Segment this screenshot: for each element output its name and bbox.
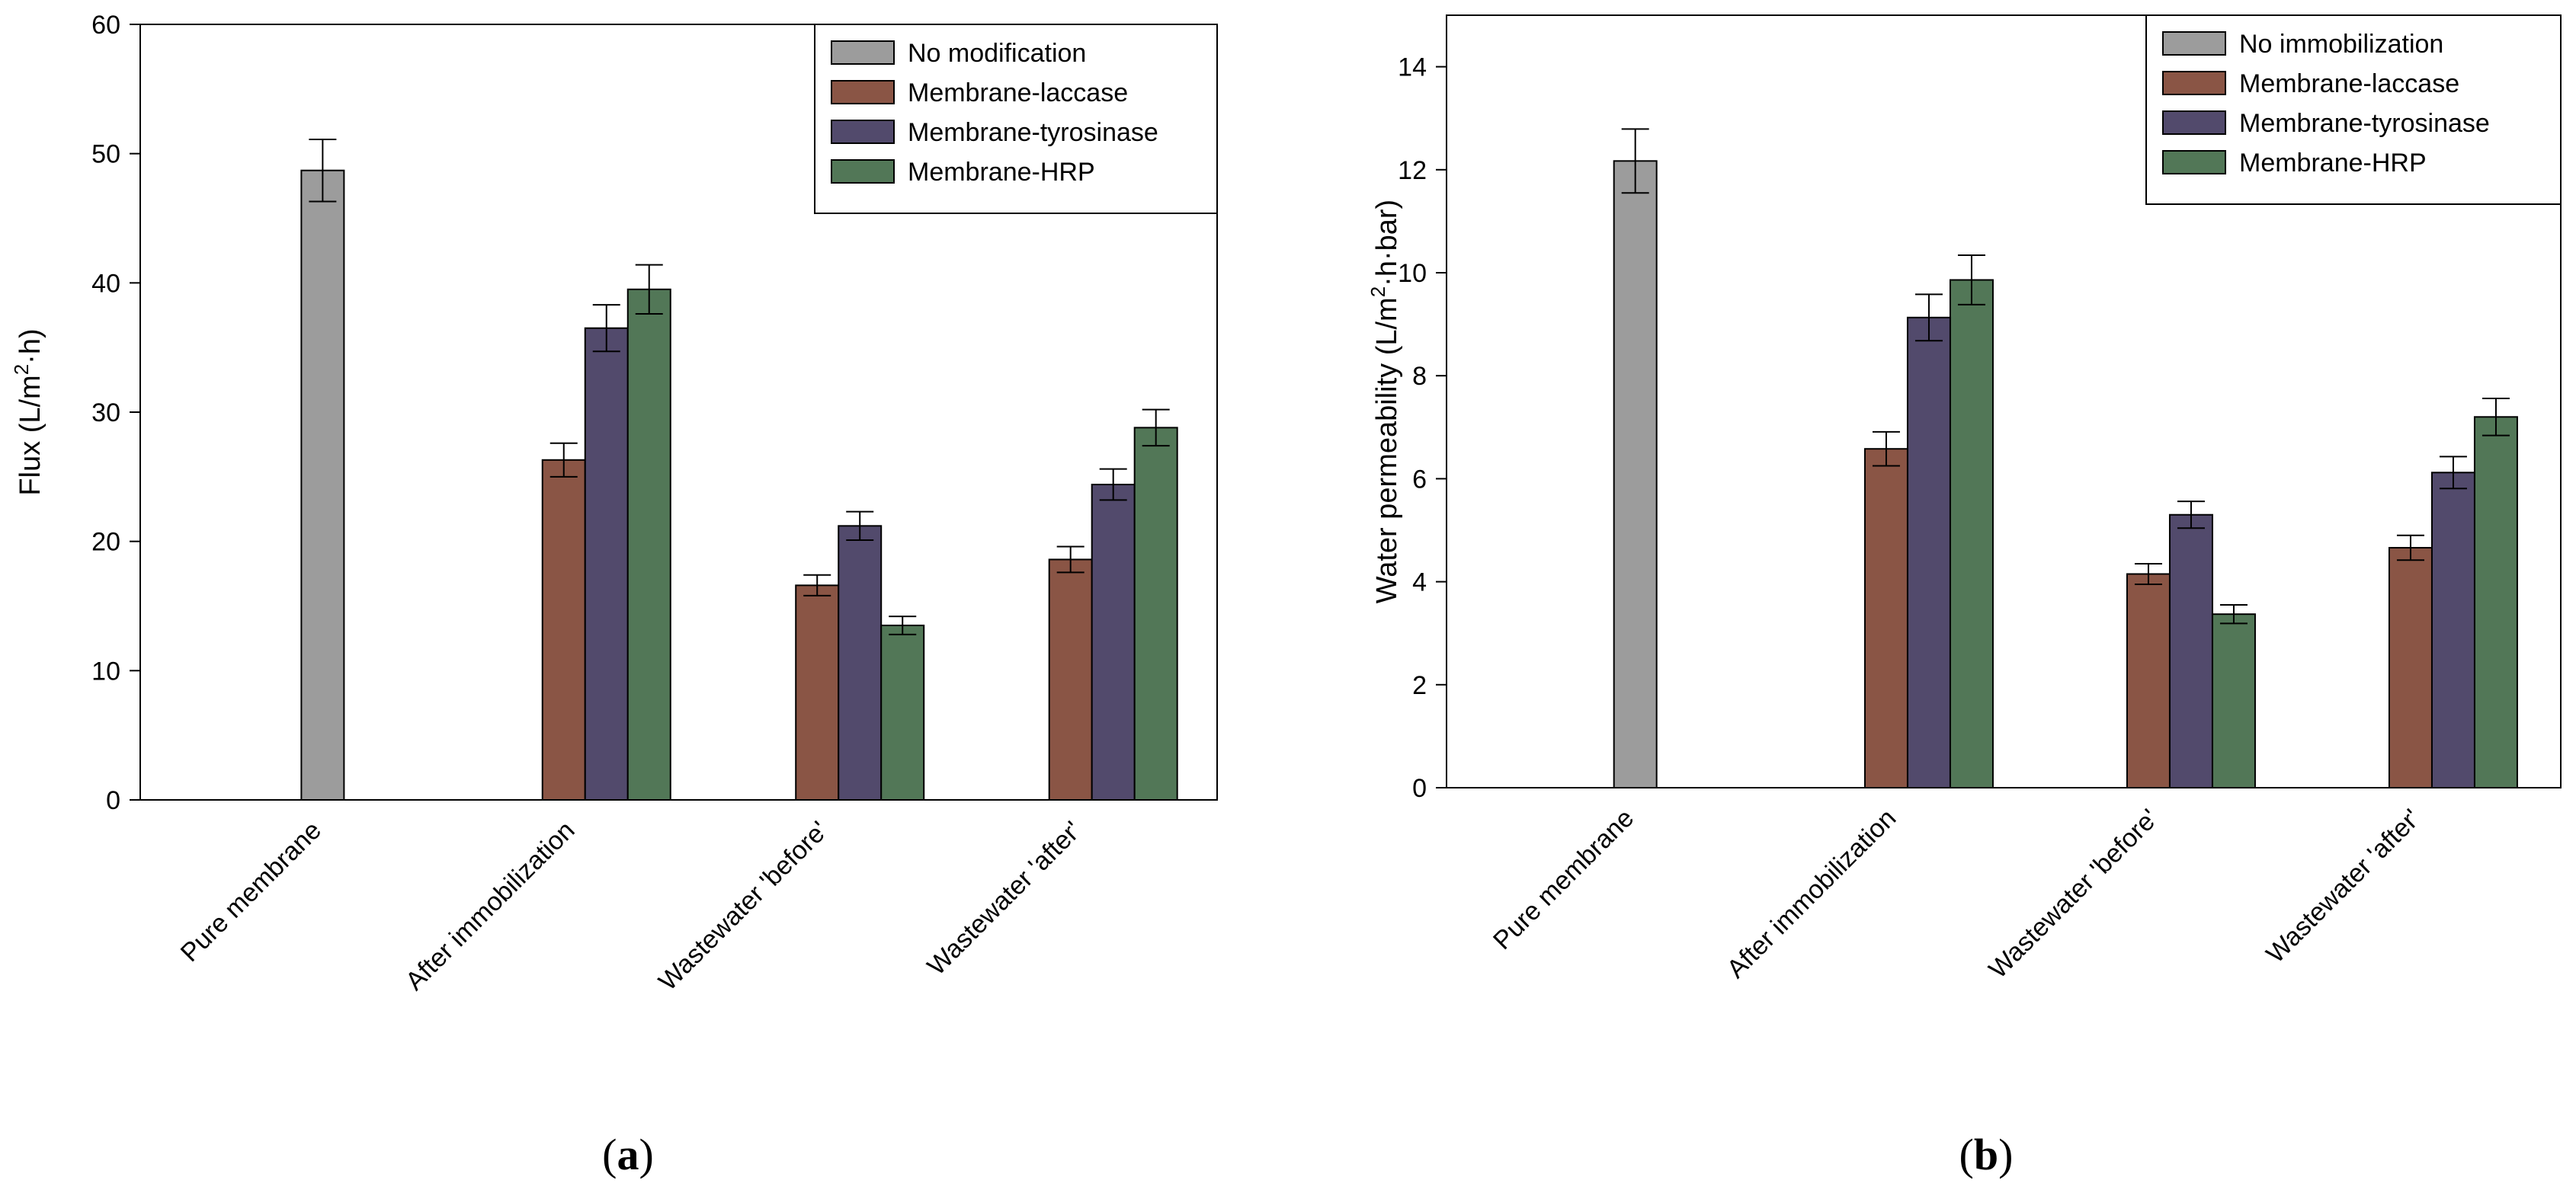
y-tick-label: 30 — [91, 398, 120, 427]
y-tick-label: 20 — [91, 528, 120, 557]
chart-panel-a: 0 10 20 30 40 50 60 Flux (L/m2·h) Pure membrane A… — [10, 11, 1218, 1179]
bars — [300, 139, 1178, 801]
legend: No modification Membrane-laccase Membrane-… — [814, 24, 1218, 214]
bar — [2388, 546, 2433, 788]
bar — [2168, 513, 2213, 788]
bar — [541, 459, 586, 801]
x-tick-label: After immobilization — [400, 816, 581, 996]
bar — [300, 169, 345, 801]
legend-label: Membrane-tyrosinase — [2239, 109, 2490, 138]
y-tick-label: 10 — [1398, 259, 1427, 288]
y-tick-label: 0 — [106, 786, 120, 815]
legend-swatch — [2162, 71, 2226, 95]
y-tick-label: 60 — [91, 11, 120, 40]
x-tick-label: Wastewater 'after' — [922, 816, 1088, 981]
y-tick-label: 8 — [1412, 362, 1427, 391]
bar — [1613, 160, 1658, 789]
legend-label: Membrane-HRP — [2239, 149, 2427, 178]
y-tick-label: 10 — [91, 657, 120, 686]
y-tick-label: 40 — [91, 269, 120, 298]
x-axis: Pure membrane After immobilization Wastewa… — [175, 816, 1088, 996]
x-tick-label: Wastewater 'before' — [653, 816, 834, 996]
panel-label: (a) — [602, 1130, 654, 1179]
legend-swatch — [2162, 110, 2226, 135]
x-axis: Pure membrane After immobilization Wastewa… — [1488, 804, 2426, 984]
x-tick-label: After immobilization — [1722, 804, 1902, 984]
x-tick-label: Pure membrane — [1488, 804, 1639, 955]
bars — [1613, 128, 2518, 789]
bar — [795, 584, 840, 801]
bar — [1863, 448, 1908, 789]
bar — [1048, 558, 1093, 801]
y-axis: 0 2 4 6 8 10 12 14 — [1398, 53, 1447, 803]
y-axis: 0 10 20 30 40 50 60 — [91, 11, 140, 815]
x-tick-label: Wastewater 'before' — [1983, 804, 2164, 984]
y-tick-label: 50 — [91, 140, 120, 169]
bar — [2473, 416, 2518, 789]
bar — [1091, 484, 1136, 801]
y-tick-label: 14 — [1398, 53, 1427, 82]
bar — [838, 525, 883, 801]
legend-label: Membrane-HRP — [908, 158, 1095, 187]
y-axis-label: Water permeability (L/m2·h·bar) — [1366, 200, 1403, 603]
bar — [1133, 427, 1178, 801]
bar — [2211, 613, 2256, 788]
y-tick-label: 0 — [1412, 774, 1427, 803]
bar — [1949, 279, 1994, 788]
legend-swatch — [831, 120, 895, 144]
x-tick-label: Wastewater 'after' — [2260, 804, 2426, 969]
legend-label: No modification — [908, 39, 1086, 68]
y-axis-label: Flux (L/m2·h) — [10, 328, 46, 495]
chart-panel-b: 0 2 4 6 8 10 12 14 Water permeability (L/m2·h·ba… — [1366, 14, 2562, 1179]
panel-label: (b) — [1959, 1130, 2014, 1179]
legend-label: No immobilization — [2239, 30, 2443, 59]
plot-area — [1446, 14, 2562, 788]
bar — [880, 624, 925, 801]
y-tick-label: 4 — [1412, 568, 1427, 597]
y-tick-label: 6 — [1412, 465, 1427, 494]
legend-label: Membrane-laccase — [2239, 69, 2459, 98]
legend-label: Membrane-laccase — [908, 78, 1128, 107]
y-tick-label: 2 — [1412, 671, 1427, 700]
legend-label: Membrane-tyrosinase — [908, 118, 1158, 147]
legend: No immobilization Membrane-laccase Membran… — [2145, 14, 2562, 205]
bar — [2430, 472, 2475, 789]
legend-swatch — [831, 159, 895, 184]
legend-swatch — [831, 80, 895, 104]
legend-swatch — [2162, 150, 2226, 174]
x-tick-label: Pure membrane — [175, 816, 327, 968]
bar — [2126, 573, 2171, 789]
legend-swatch — [831, 40, 895, 65]
bar — [1906, 316, 1951, 788]
bar — [626, 288, 671, 801]
bar — [584, 327, 629, 801]
y-tick-label: 12 — [1398, 156, 1427, 185]
legend-swatch — [2162, 31, 2226, 56]
